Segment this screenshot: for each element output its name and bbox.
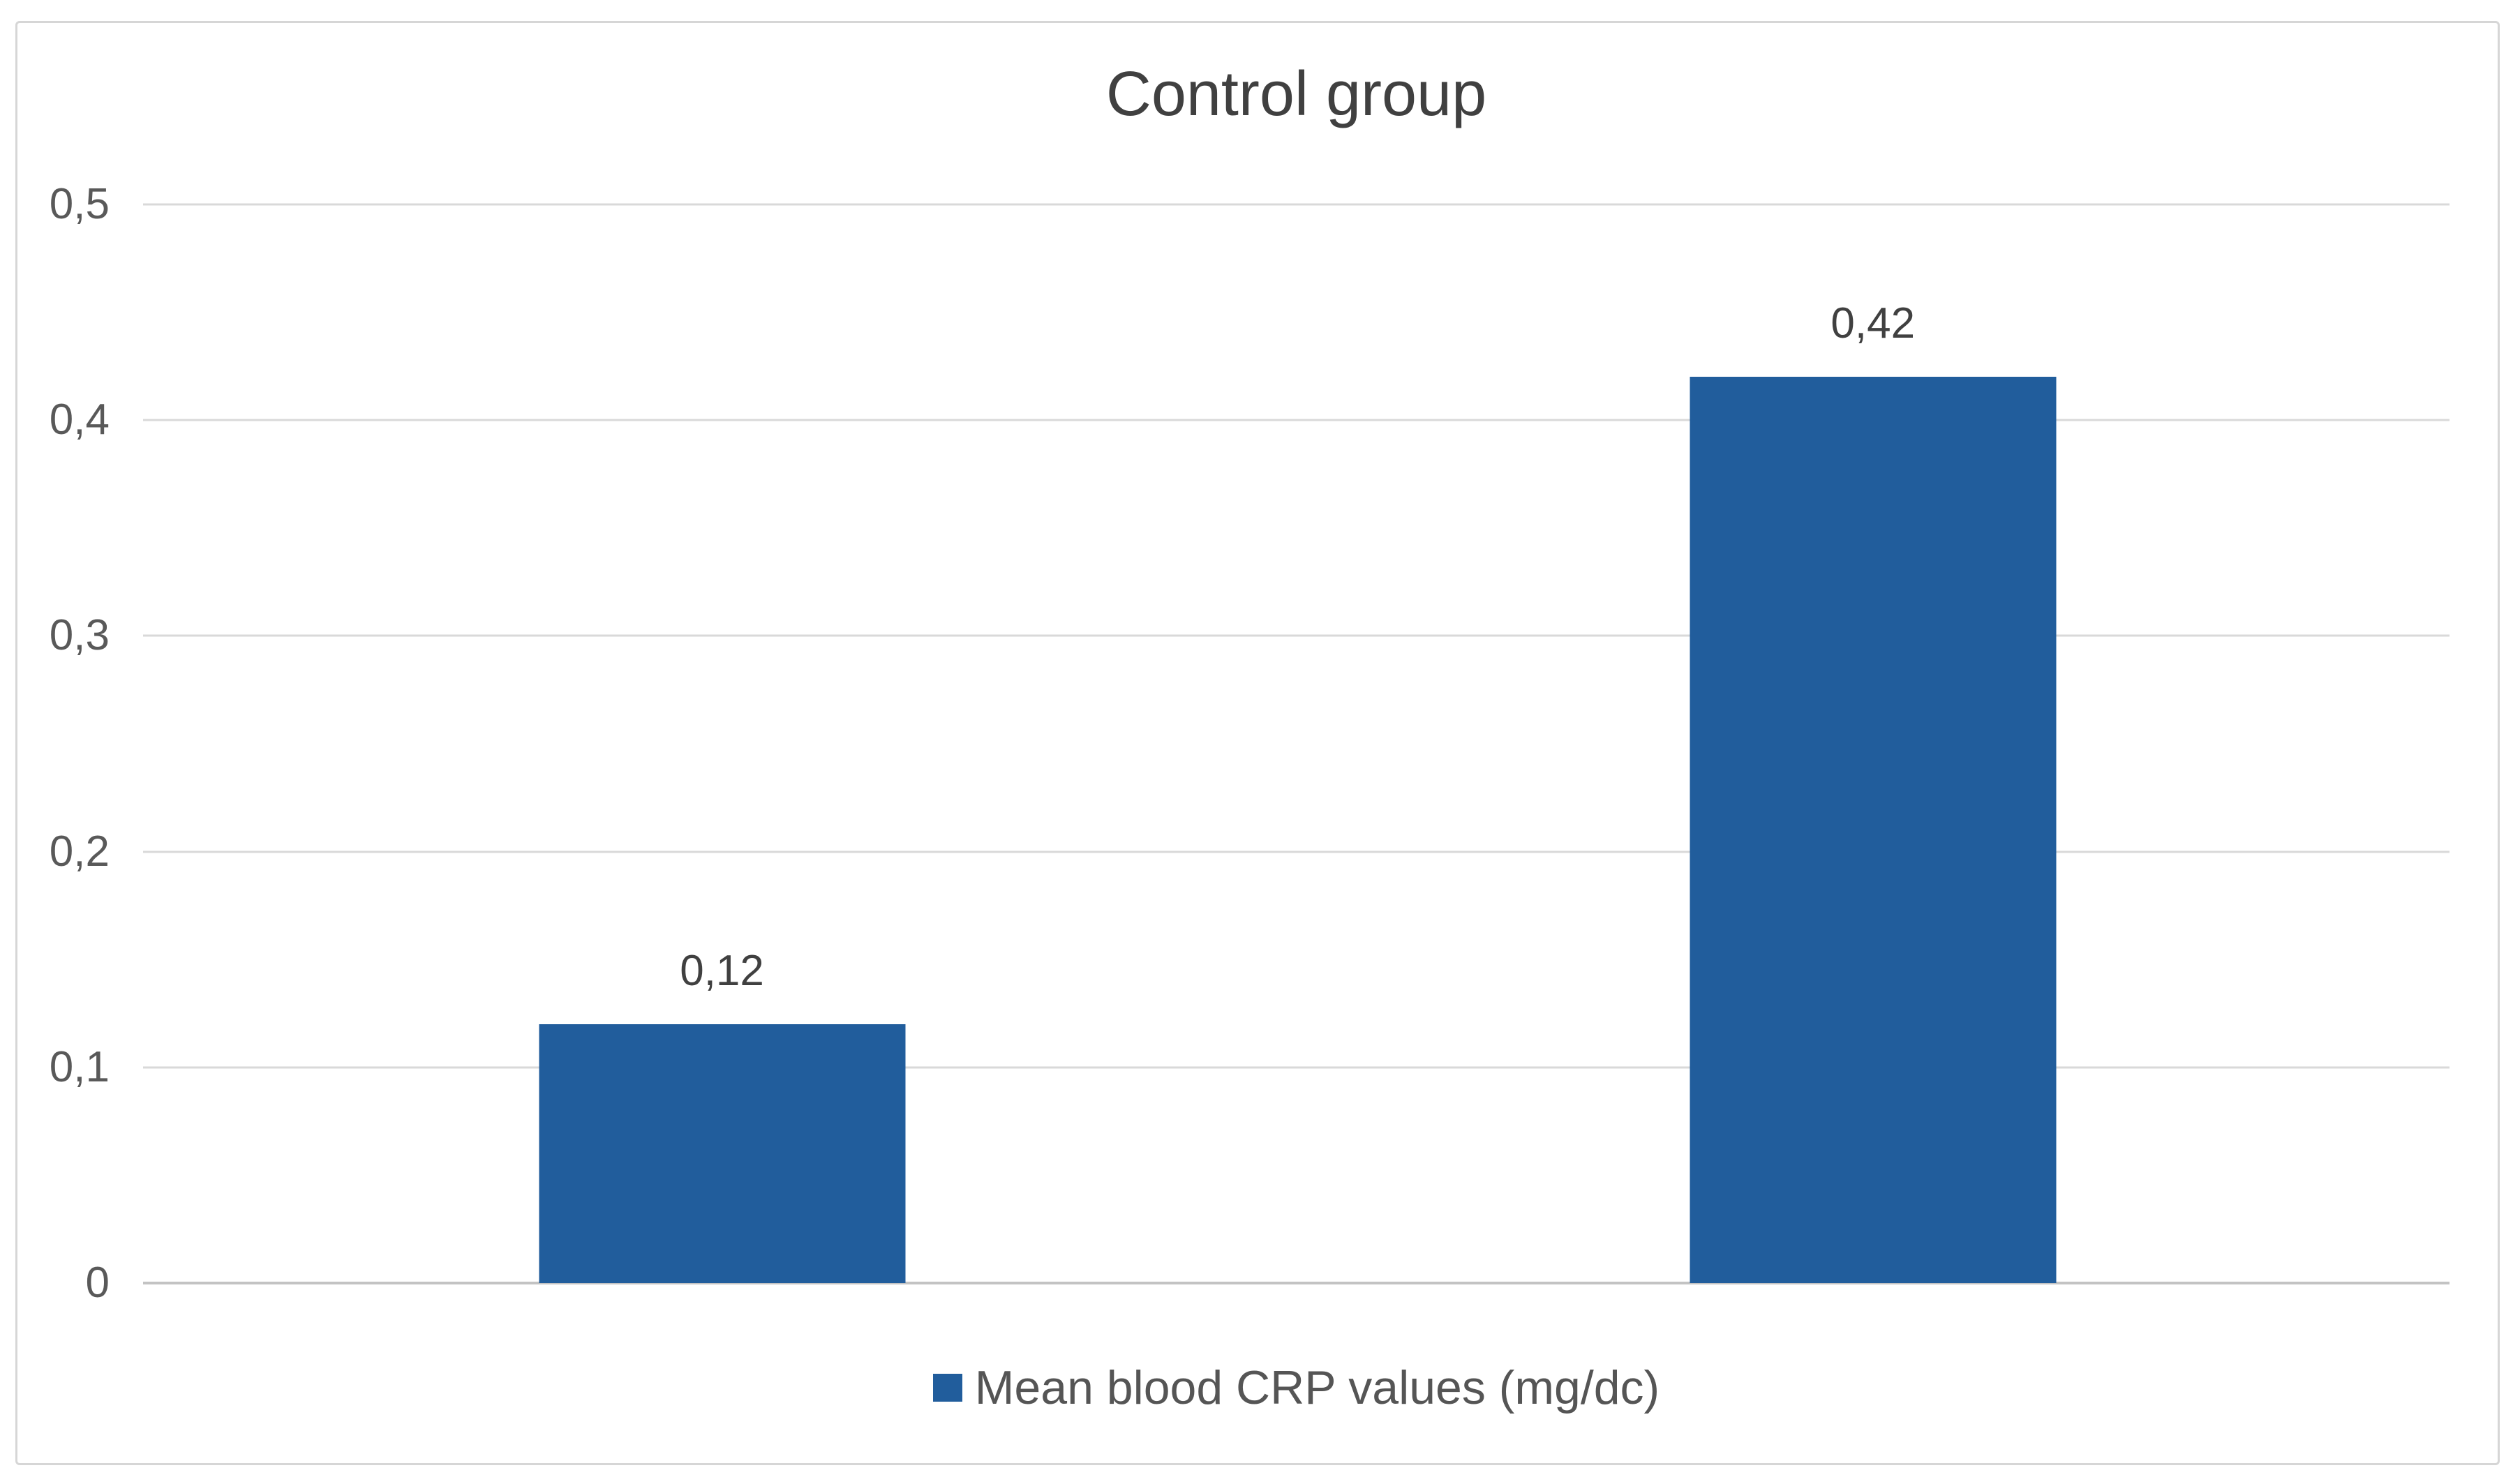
gridline <box>143 850 2449 853</box>
legend: Mean blood CRP values (mg/dc) <box>143 1364 2449 1411</box>
y-tick-label: 0,4 <box>49 396 110 444</box>
y-tick-label: 0,5 <box>49 180 110 228</box>
gridline <box>143 1066 2449 1069</box>
y-tick-label: 0 <box>85 1259 110 1307</box>
chart-frame: Control group 0 0,1 0,2 0,3 0,4 0,5 0,12 0,42… <box>15 21 2500 1465</box>
gridline <box>143 419 2449 421</box>
plot-area: 0,12 0,42 <box>143 203 2449 1284</box>
y-tick-label: 0,1 <box>49 1042 110 1091</box>
legend-series-label: Mean blood CRP values (mg/dc) <box>974 1361 1660 1414</box>
bar-value-1 <box>539 1024 906 1283</box>
y-axis: 0 0,1 0,2 0,3 0,4 0,5 <box>17 183 110 1305</box>
x-axis-line <box>143 1282 2449 1284</box>
legend-series-marker-icon <box>932 1374 962 1402</box>
gridline <box>143 634 2449 637</box>
bar-value-2 <box>1690 377 2057 1283</box>
chart-title: Control group <box>1105 59 1487 129</box>
data-label-2: 0,42 <box>1830 299 1916 348</box>
y-tick-label: 0,3 <box>49 611 110 660</box>
y-tick-label: 0,2 <box>49 827 110 876</box>
gridline <box>143 203 2449 206</box>
data-label-1: 0,12 <box>680 946 764 995</box>
